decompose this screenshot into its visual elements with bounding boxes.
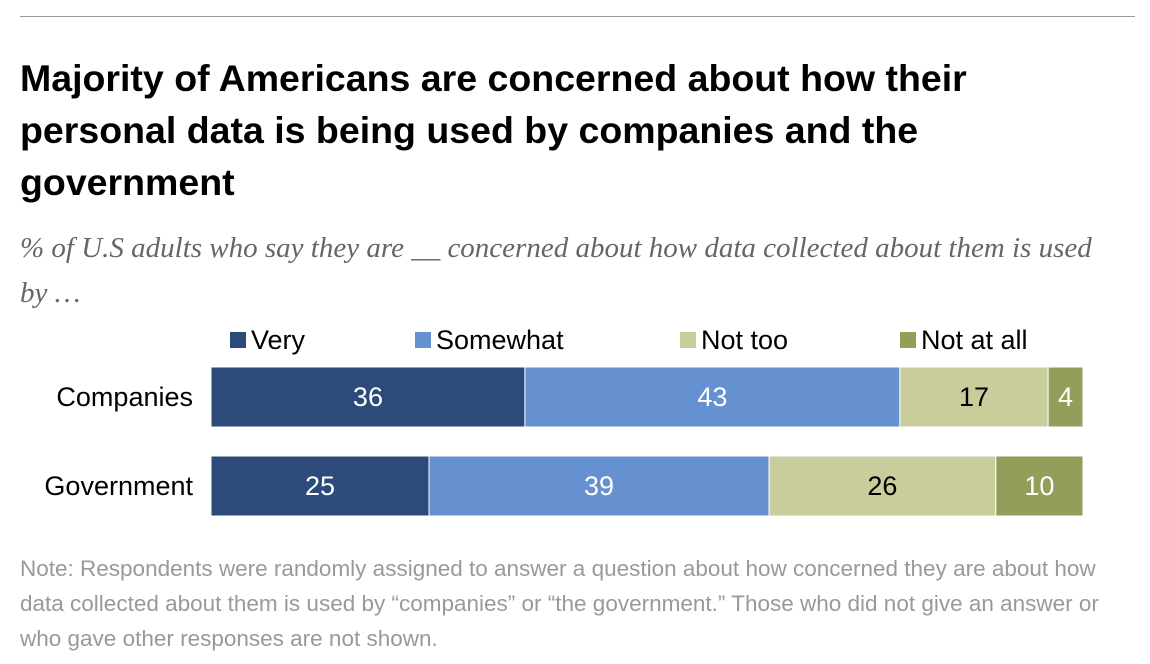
data-label: 39 bbox=[584, 471, 614, 501]
legend-label: Not at all bbox=[921, 325, 1028, 355]
data-label: 17 bbox=[959, 382, 989, 412]
data-label: 10 bbox=[1024, 471, 1054, 501]
bar-segment bbox=[995, 455, 1084, 517]
data-label: 4 bbox=[1058, 382, 1073, 412]
data-label: 26 bbox=[867, 471, 897, 501]
chart-title: Majority of Americans are concerned abou… bbox=[20, 57, 967, 203]
chart-note: Note: Respondents were randomly assigned… bbox=[20, 556, 1099, 651]
chart-subtitle: % of U.S adults who say they are __ conc… bbox=[20, 232, 1092, 309]
legend-swatch bbox=[680, 332, 696, 348]
legend-swatch bbox=[230, 332, 246, 348]
bar-segment bbox=[1047, 366, 1084, 428]
bar-segment bbox=[210, 455, 430, 517]
legend-swatch bbox=[900, 332, 916, 348]
data-label: 25 bbox=[305, 471, 335, 501]
bar-segment bbox=[524, 366, 901, 428]
legend-label: Very bbox=[251, 325, 306, 355]
top-rule bbox=[20, 16, 1135, 17]
legend-swatch bbox=[415, 332, 431, 348]
category-label: Government bbox=[44, 471, 193, 501]
data-label: 36 bbox=[353, 382, 383, 412]
bar-segment bbox=[428, 455, 770, 517]
data-label: 43 bbox=[697, 382, 727, 412]
bar-segment bbox=[210, 366, 526, 428]
legend-label: Somewhat bbox=[436, 325, 564, 355]
category-label: Companies bbox=[56, 382, 193, 412]
bar-segment bbox=[768, 455, 997, 517]
legend-label: Not too bbox=[701, 325, 788, 355]
